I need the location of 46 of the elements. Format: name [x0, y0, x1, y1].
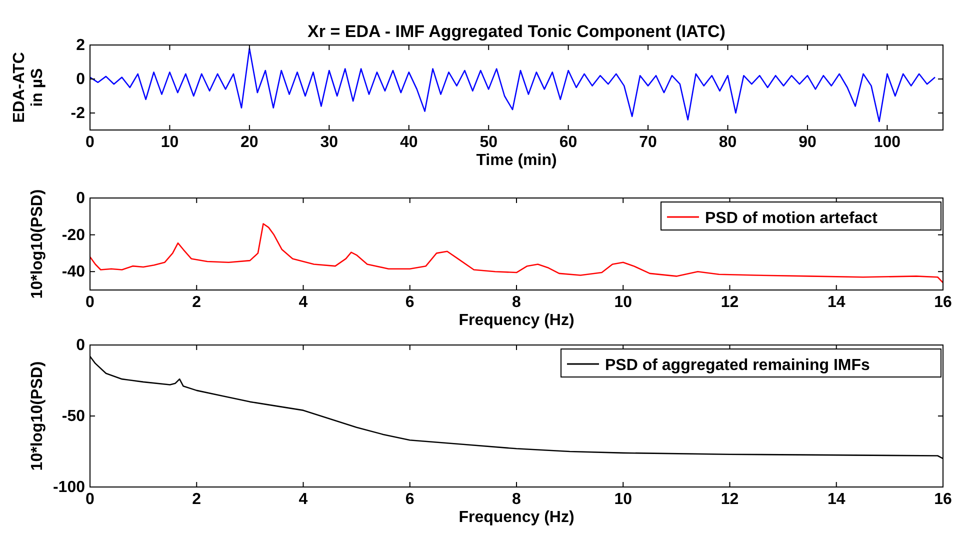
- x-tick-label: 60: [559, 134, 578, 151]
- x-tick-label: 14: [827, 294, 846, 311]
- x-tick-label: 8: [512, 294, 522, 311]
- y-axis-title: 10*log10(PSD): [29, 189, 46, 299]
- x-tick-label: 20: [240, 134, 258, 151]
- line-series: [89, 223, 944, 284]
- y-axis-title: EDA-ATC in µS: [11, 52, 46, 123]
- y-tick-label: 2: [76, 37, 86, 54]
- y-tick-label: -50: [62, 408, 86, 425]
- x-tick-label: 14: [827, 491, 846, 508]
- x-tick-label: 50: [480, 134, 498, 151]
- y-tick-label: -20: [62, 226, 86, 244]
- x-tick-label: 90: [798, 134, 816, 151]
- y-tick-label: -40: [62, 264, 86, 281]
- x-tick-label: 70: [639, 134, 658, 151]
- x-axis-title: Time (min): [476, 152, 557, 169]
- y-tick-label: 0: [76, 337, 86, 354]
- x-tick-label: 16: [934, 491, 952, 508]
- x-tick-label: 100: [874, 134, 901, 151]
- x-tick-label: 12: [720, 491, 739, 508]
- y-tick-label: -100: [52, 479, 86, 496]
- x-axis-title: Frequency (Hz): [458, 509, 574, 526]
- x-tick-label: 10: [614, 294, 632, 311]
- line-series: [89, 48, 936, 122]
- x-tick-label: 8: [512, 491, 522, 508]
- x-tick-label: 6: [405, 294, 414, 311]
- legend-label: PSD of motion artefact: [705, 210, 878, 227]
- x-tick-label: 4: [298, 294, 308, 311]
- x-tick-label: 2: [192, 294, 202, 311]
- legend-label: PSD of aggregated remaining IMFs: [605, 357, 870, 374]
- x-tick-label: 30: [320, 134, 338, 151]
- x-tick-label: 2: [192, 491, 202, 508]
- x-tick-label: 4: [298, 491, 308, 508]
- y-tick-label: 0: [76, 71, 86, 88]
- y-axis-title: 10*log10(PSD): [29, 361, 46, 471]
- x-tick-label: 16: [934, 294, 952, 311]
- x-tick-label: 80: [718, 134, 737, 151]
- x-tick-label: 12: [720, 294, 739, 311]
- x-tick-label: 10: [614, 491, 632, 508]
- chart-title: Xr = EDA - IMF Aggregated Tonic Component (IATC): [308, 22, 726, 41]
- y-tick-label: 0: [76, 190, 86, 207]
- x-tick-label: 6: [405, 491, 414, 508]
- x-tick-label: 10: [160, 134, 179, 151]
- y-tick-label: -2: [70, 105, 86, 122]
- x-axis-title: Frequency (Hz): [458, 312, 574, 329]
- x-tick-label: 40: [400, 134, 418, 151]
